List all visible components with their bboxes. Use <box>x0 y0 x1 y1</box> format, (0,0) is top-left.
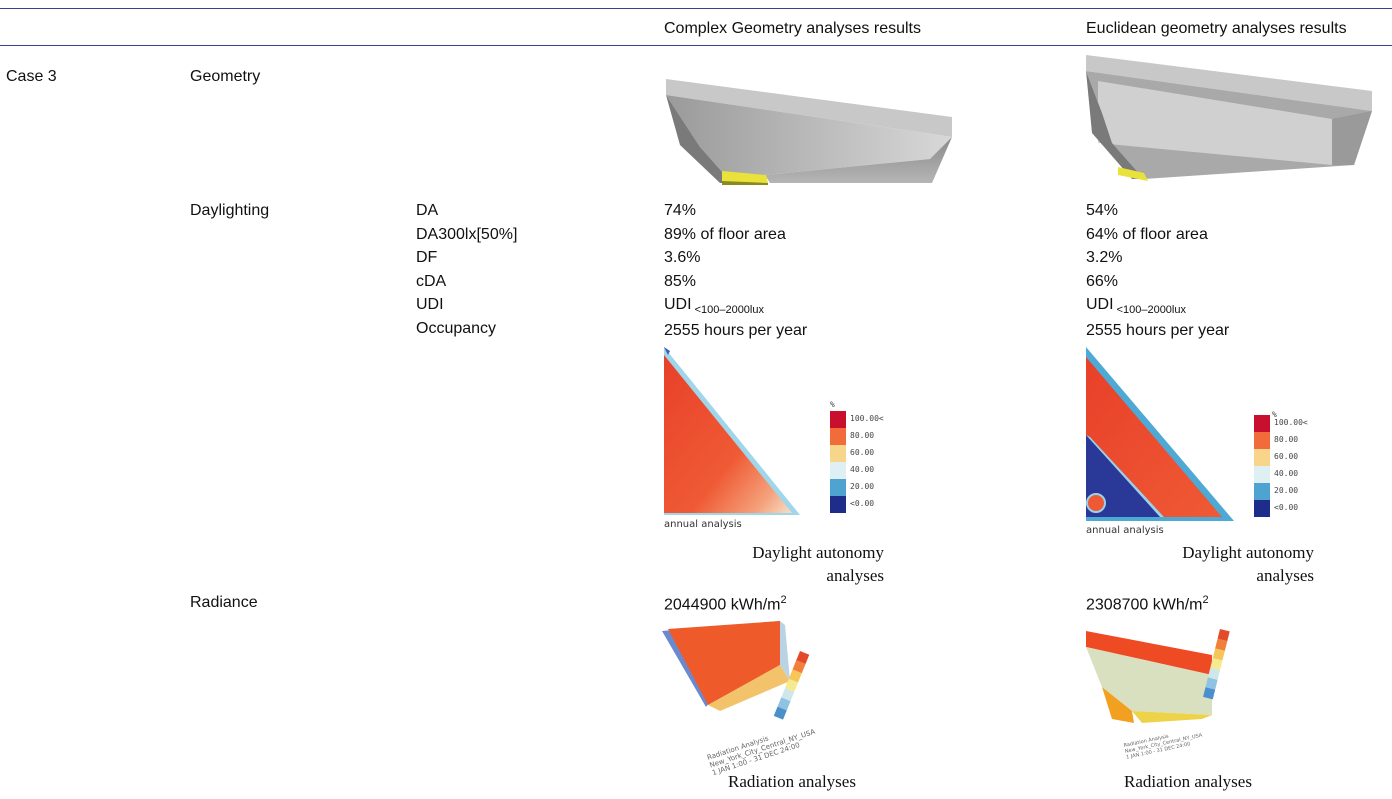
radiance-label: Radiance <box>190 594 258 611</box>
euclid-legend: % 100.00< 80.00 60.00 40.00 20.00 <0.00 <box>1254 410 1308 517</box>
column-header-euclidean: Euclidean geometry analyses results <box>1086 20 1347 37</box>
legend-swatch <box>830 428 846 445</box>
legend-label: <0.00 <box>850 499 874 508</box>
header-rule <box>0 45 1392 46</box>
complex-radiation-image: Radiation Analysis New_York_City_Central… <box>662 621 816 777</box>
legend-swatch <box>1254 466 1270 483</box>
column-header-complex: Complex Geometry analyses results <box>664 20 921 37</box>
legend-swatch <box>830 411 846 428</box>
geometry-label: Geometry <box>190 68 261 85</box>
legend-label: 100.00< <box>1274 418 1308 427</box>
metric-occupancy: Occupancy <box>416 319 497 337</box>
legend-label: 20.00 <box>1274 486 1298 495</box>
euclid-annual-label: annual analysis <box>1086 525 1164 536</box>
euclid-radiation-image: Radiation Analysis New_York_City_Central… <box>1086 629 1230 761</box>
metric-da: DA <box>416 202 439 219</box>
complex-daylight-caption: Daylight autonomy analyses <box>752 543 884 585</box>
complex-occupancy: 2555 hours per year <box>664 321 808 339</box>
legend-swatch <box>830 445 846 462</box>
legend-label: <0.00 <box>1274 503 1298 512</box>
euclid-radiance-value: 2308700 kWh/m2 <box>1086 594 1209 614</box>
legend-swatch <box>1254 500 1270 517</box>
legend-swatch <box>1254 432 1270 449</box>
daylighting-label: Daylighting <box>190 202 270 219</box>
complex-annual-label: annual analysis <box>664 519 742 530</box>
complex-radiance-value: 2044900 kWh/m2 <box>664 594 787 614</box>
euclid-radiation-legend <box>1203 629 1230 700</box>
complex-radiation-caption: Radiation analyses <box>728 772 856 791</box>
complex-da300: 89% of floor area <box>664 225 786 243</box>
complex-df: 3.6% <box>664 249 701 266</box>
euclid-values: 54% 64% of floor area 3.2% 66% UDI <100–2… <box>1086 199 1229 342</box>
legend-swatch <box>830 479 846 496</box>
legend-swatch <box>830 496 846 513</box>
legend-label: 60.00 <box>1274 452 1298 461</box>
legend-label: 40.00 <box>1274 469 1298 478</box>
euclid-udi: UDI <100–2000lux <box>1086 296 1186 316</box>
legend-label: 100.00< <box>850 414 884 423</box>
euclid-daylight-caption: Daylight autonomy analyses <box>1182 543 1314 585</box>
legend-label: 20.00 <box>850 482 874 491</box>
euclid-radiation-caption: Radiation analyses <box>1124 772 1252 791</box>
legend-swatch <box>1254 449 1270 466</box>
case-label: Case 3 <box>6 68 57 85</box>
complex-udi: UDI <100–2000lux <box>664 296 764 316</box>
complex-legend: % 100.00< 80.00 60.00 40.00 20.00 <0.00 <box>830 400 884 513</box>
legend-swatch <box>830 462 846 479</box>
euclid-cda: 66% <box>1086 272 1119 290</box>
legend-label: 80.00 <box>1274 435 1298 444</box>
euclid-da: 54% <box>1086 202 1119 219</box>
euclid-occupancy: 2555 hours per year <box>1086 321 1230 339</box>
legend-label: 40.00 <box>850 465 874 474</box>
complex-cda: 85% <box>664 272 697 290</box>
metric-df: DF <box>416 249 438 266</box>
metric-da300: DA300lx[50%] <box>416 225 518 243</box>
complex-radiation-legend <box>773 651 810 720</box>
legend-label: 80.00 <box>850 431 874 440</box>
legend-swatch <box>1254 415 1270 432</box>
legend-label: 60.00 <box>850 448 874 457</box>
euclid-df: 3.2% <box>1086 249 1123 266</box>
euclid-da300: 64% of floor area <box>1086 225 1208 243</box>
top-rule <box>0 8 1392 9</box>
euclid-geometry-image <box>1086 55 1372 181</box>
metric-udi: UDI <box>416 296 444 313</box>
complex-daylight-heatmap: annual analysis % 100.00< 80.00 60.00 40.00… <box>664 347 884 530</box>
euclid-daylight-heatmap: annual analysis % 100.00< 80.00 60.00 40.00… <box>1086 347 1308 536</box>
metric-cda: cDA <box>416 272 447 290</box>
legend-unit: % <box>1272 410 1277 419</box>
complex-geometry-image <box>666 79 952 185</box>
metrics-list: DA DA300lx[50%] DF cDA UDI Occupancy <box>416 199 517 340</box>
legend-unit: % <box>830 400 835 409</box>
complex-values: 74% 89% of floor area 3.6% 85% UDI <100–2… <box>664 199 807 342</box>
legend-swatch <box>1254 483 1270 500</box>
complex-da: 74% <box>664 202 697 219</box>
